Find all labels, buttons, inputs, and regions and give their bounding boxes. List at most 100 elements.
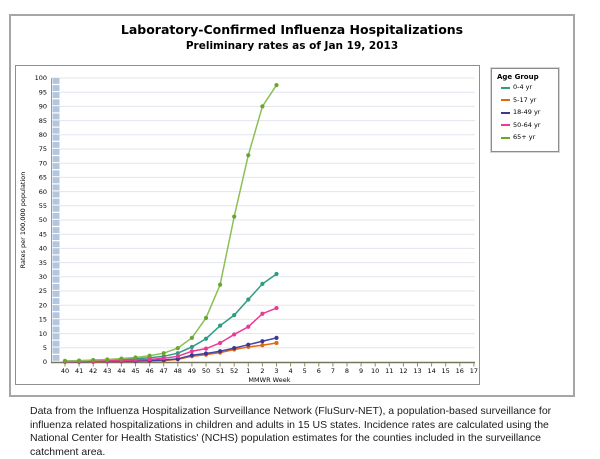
y-tick-label: 40 — [39, 245, 47, 253]
data-point-65+yr — [62, 358, 68, 363]
y-tick-label: 30 — [39, 273, 47, 281]
axis-strip-square — [52, 134, 60, 141]
y-tick-label: 0 — [43, 358, 47, 366]
axis-strip-square — [52, 354, 60, 361]
x-tick-label: 2 — [260, 367, 264, 375]
series-line-18-49yr — [65, 337, 277, 363]
x-tick-label: 3 — [274, 367, 278, 375]
series-line-65+yr — [64, 84, 278, 362]
axis-strip-square — [52, 163, 60, 170]
axis-strip-square — [52, 319, 60, 326]
axis-strip-square — [52, 305, 60, 312]
data-point-65+yr — [147, 353, 152, 358]
x-tick-label: 40 — [61, 367, 69, 375]
y-tick-label: 20 — [39, 301, 47, 309]
legend-items: 0-4 yr 5-17 yr 18-49 yr 50-64 yr 65+ yr — [496, 84, 556, 141]
data-point-50-64yr — [175, 354, 180, 359]
series-line-50-64yr — [64, 307, 277, 363]
data-point-50-64yr — [246, 324, 251, 329]
data-point-0-4yr — [175, 351, 180, 356]
legend-item-label: 65+ yr — [513, 133, 536, 141]
data-point-18-49yr — [274, 335, 279, 340]
legend-item-label: 50-64 yr — [513, 120, 541, 129]
data-point-18-49yr — [260, 339, 265, 344]
axis-strip-square — [52, 184, 60, 191]
x-tick-label: 44 — [117, 367, 125, 375]
caption-text: Data from the Influenza Hospitalization … — [30, 405, 552, 458]
legend-swatch — [501, 111, 510, 114]
axis-strip-square — [52, 149, 60, 155]
data-point-65+yr — [133, 355, 138, 360]
x-tick-label: 14 — [427, 367, 435, 375]
axis-strip-square — [52, 106, 60, 113]
x-tick-label: 46 — [145, 367, 153, 375]
legend-item: 0-4 yr — [501, 84, 556, 91]
y-tick-label: 75 — [39, 145, 47, 153]
axis-strip-square — [52, 248, 60, 255]
x-axis-title: MMWR Week — [248, 376, 290, 384]
axis-strip-square — [52, 78, 60, 84]
x-tick-label: 52 — [230, 367, 238, 375]
axis-strip-square — [52, 241, 60, 248]
data-point-18-49yr — [189, 353, 194, 358]
chart-panel: Laboratory-Confirmed Influenza Hospitali… — [9, 14, 575, 397]
data-point-65+yr — [189, 335, 194, 340]
axis-strip-square — [52, 269, 60, 276]
data-point-50-64yr — [218, 340, 223, 346]
plot-frame: 0 5 10 15 20 25 30 35 40 45 50 55 60 65 70 75 80 85 90 95 10… — [15, 65, 480, 385]
data-point-18-49yr — [232, 345, 237, 351]
data-point-65+yr — [260, 104, 265, 109]
y-tick-label: 70 — [39, 159, 47, 167]
y-tick-label: 100 — [35, 74, 47, 82]
x-tick-label: 42 — [89, 367, 97, 375]
y-tick-label: 85 — [39, 117, 47, 125]
axis-strip-square — [52, 340, 60, 347]
data-point-50-64yr — [232, 332, 237, 337]
axis-strip-square — [52, 276, 60, 283]
data-point-65+yr — [77, 358, 82, 363]
legend-item-label: 18-49 yr — [513, 108, 541, 116]
axis-strip-square — [52, 227, 60, 233]
axis-strip-square — [52, 298, 60, 304]
legend-item-label: 5-17 yr — [513, 95, 537, 104]
legend-title: Age Group — [497, 73, 539, 81]
axis-strip-square — [52, 347, 60, 354]
data-point-65+yr — [203, 315, 209, 321]
data-point-0-4yr — [218, 323, 223, 328]
data-point-18-49yr — [218, 349, 223, 354]
x-tick-label: 8 — [345, 367, 349, 375]
y-tick-label: 50 — [39, 216, 47, 224]
data-point-0-4yr — [189, 344, 194, 350]
data-point-5-17yr — [260, 343, 265, 348]
x-tick-label: 43 — [103, 367, 111, 375]
y-tick-label: 45 — [39, 230, 47, 238]
data-point-50-64yr — [147, 357, 152, 362]
x-tick-label: 10 — [371, 367, 379, 375]
axis-strip-square — [52, 156, 60, 162]
data-point-5-17yr — [274, 340, 279, 346]
axis-strip-square — [52, 205, 60, 212]
data-point-0-4yr — [246, 297, 251, 302]
x-tick-label: 15 — [442, 367, 450, 375]
axis-strip-square — [52, 99, 60, 106]
y-tick-label: 80 — [39, 131, 47, 139]
axis-strip-square — [52, 92, 60, 99]
axis-strip-square — [52, 191, 60, 198]
x-tick-label: 41 — [75, 367, 83, 375]
data-point-65+yr — [91, 357, 96, 363]
y-tick-label: 90 — [39, 103, 47, 111]
chart-title: Laboratory-Confirmed Influenza Hospitali… — [120, 22, 464, 37]
x-tick-label: 45 — [131, 367, 139, 375]
axis-strip-square — [52, 85, 60, 91]
data-point-65+yr — [175, 345, 180, 351]
legend-swatch — [501, 136, 510, 139]
axis-strip-square — [52, 283, 60, 290]
axis-strip-square — [52, 198, 60, 205]
data-point-65+yr — [218, 282, 223, 287]
axis-strip-square — [52, 326, 60, 333]
axis-strip-square — [52, 177, 60, 184]
legend-swatch — [501, 99, 510, 101]
x-tick-label: 51 — [216, 367, 224, 375]
data-point-0-4yr — [203, 336, 209, 341]
y-tick-label: 25 — [39, 287, 47, 295]
